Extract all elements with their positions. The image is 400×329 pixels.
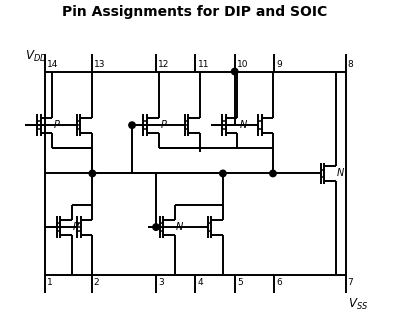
- Text: 10: 10: [237, 61, 248, 69]
- Text: 1: 1: [47, 277, 53, 287]
- Circle shape: [153, 224, 159, 230]
- Text: $V_{DD}$: $V_{DD}$: [26, 49, 48, 64]
- Text: 4: 4: [198, 277, 203, 287]
- Circle shape: [220, 170, 226, 177]
- Text: Pin Assignments for DIP and SOIC: Pin Assignments for DIP and SOIC: [62, 5, 327, 19]
- Text: 9: 9: [276, 61, 282, 69]
- Text: 13: 13: [94, 61, 105, 69]
- Circle shape: [89, 170, 96, 177]
- Text: P: P: [73, 222, 79, 232]
- Text: 7: 7: [348, 277, 354, 287]
- Text: 14: 14: [47, 61, 59, 69]
- Text: 11: 11: [198, 61, 209, 69]
- Text: 5: 5: [237, 277, 242, 287]
- Text: 6: 6: [276, 277, 282, 287]
- Text: $V_{SS}$: $V_{SS}$: [348, 297, 369, 312]
- Text: N: N: [176, 222, 183, 232]
- Text: P: P: [54, 120, 60, 130]
- Circle shape: [270, 170, 276, 177]
- Text: P: P: [161, 120, 166, 130]
- Text: N: N: [337, 168, 344, 178]
- Text: 8: 8: [348, 61, 354, 69]
- Text: 3: 3: [158, 277, 164, 287]
- Text: 2: 2: [94, 277, 100, 287]
- Circle shape: [129, 122, 135, 128]
- Text: N: N: [239, 120, 246, 130]
- Text: 12: 12: [158, 61, 170, 69]
- Circle shape: [232, 68, 238, 75]
